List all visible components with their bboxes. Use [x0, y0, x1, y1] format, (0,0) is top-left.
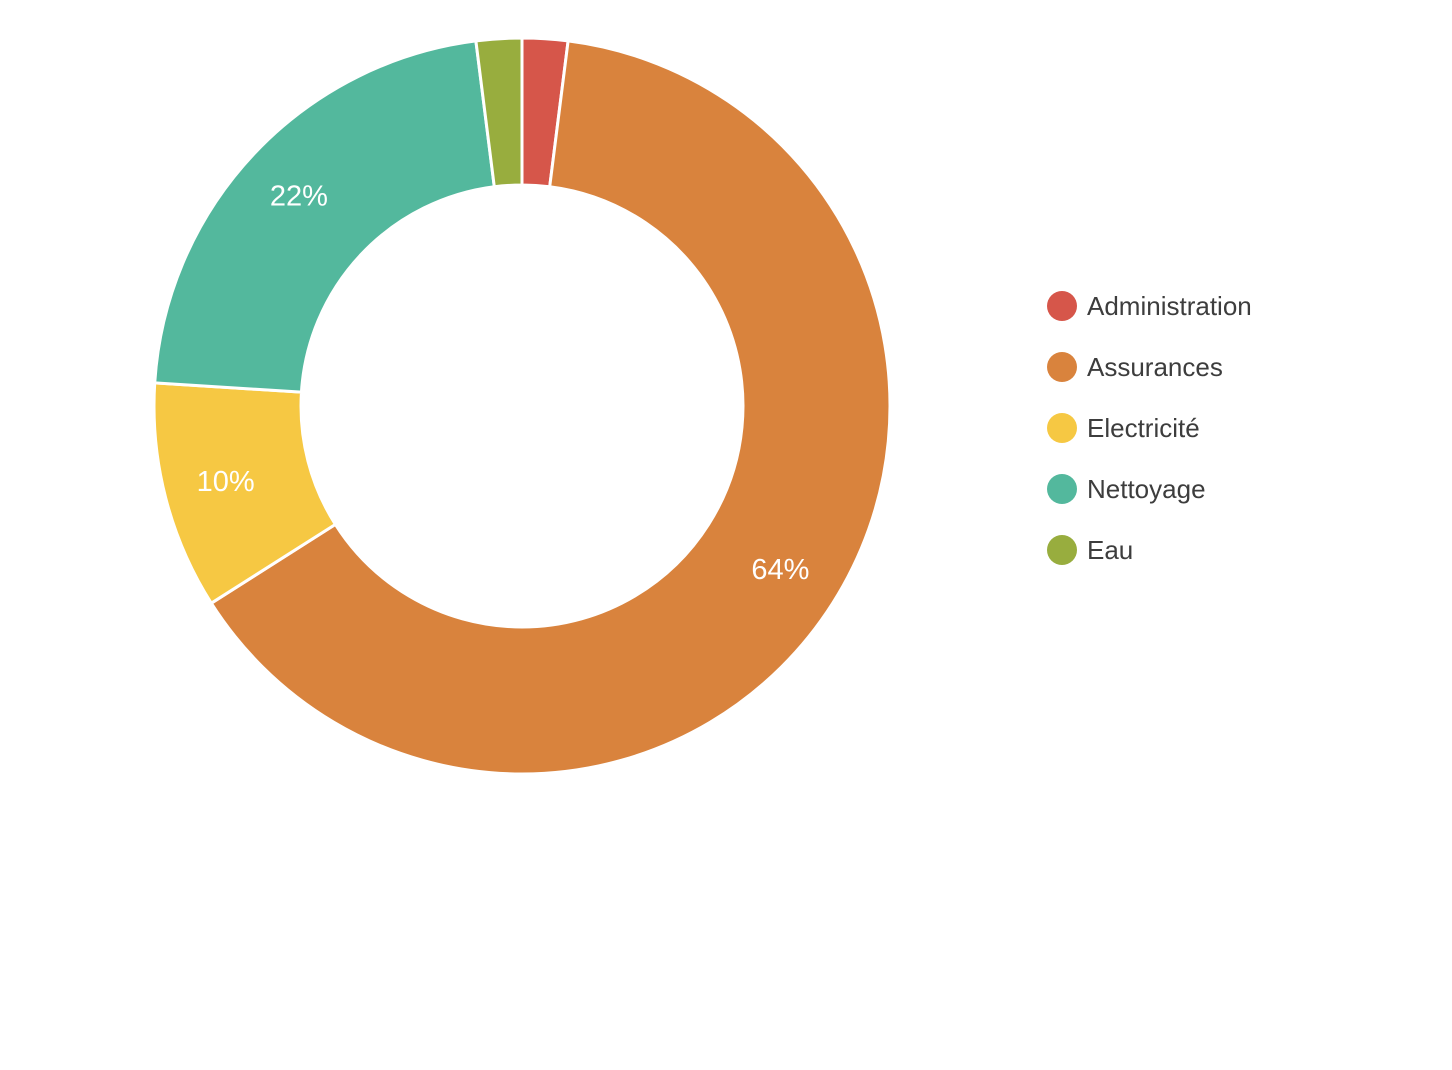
legend-label: Assurances	[1087, 352, 1223, 382]
legend-marker-icon	[1047, 352, 1077, 382]
legend-item-eau[interactable]: Eau	[1047, 535, 1252, 565]
legend-label: Administration	[1087, 291, 1252, 321]
legend-marker-icon	[1047, 474, 1077, 504]
legend-marker-icon	[1047, 413, 1077, 443]
legend-marker-icon	[1047, 291, 1077, 321]
slice-percent-label: 10%	[197, 466, 255, 498]
slice-nettoyage[interactable]	[153, 39, 496, 394]
slice-percent-label: 64%	[751, 554, 809, 586]
slice-percent-label: 22%	[270, 181, 328, 213]
legend-item-assurances[interactable]: Assurances	[1047, 352, 1252, 382]
legend-item-nettoyage[interactable]: Nettoyage	[1047, 474, 1252, 504]
legend-label: Nettoyage	[1087, 474, 1206, 504]
legend-item-electricite[interactable]: Electricité	[1047, 413, 1252, 443]
slice-assurances[interactable]	[209, 39, 892, 776]
legend-label: Eau	[1087, 535, 1134, 565]
legend-marker-icon	[1047, 535, 1077, 565]
legend-item-administration[interactable]: Administration	[1047, 291, 1252, 321]
legend-label: Electricité	[1087, 413, 1200, 443]
legend: Administration Assurances Electricité Netto…	[1047, 291, 1252, 565]
slice-eau[interactable]	[474, 36, 524, 189]
